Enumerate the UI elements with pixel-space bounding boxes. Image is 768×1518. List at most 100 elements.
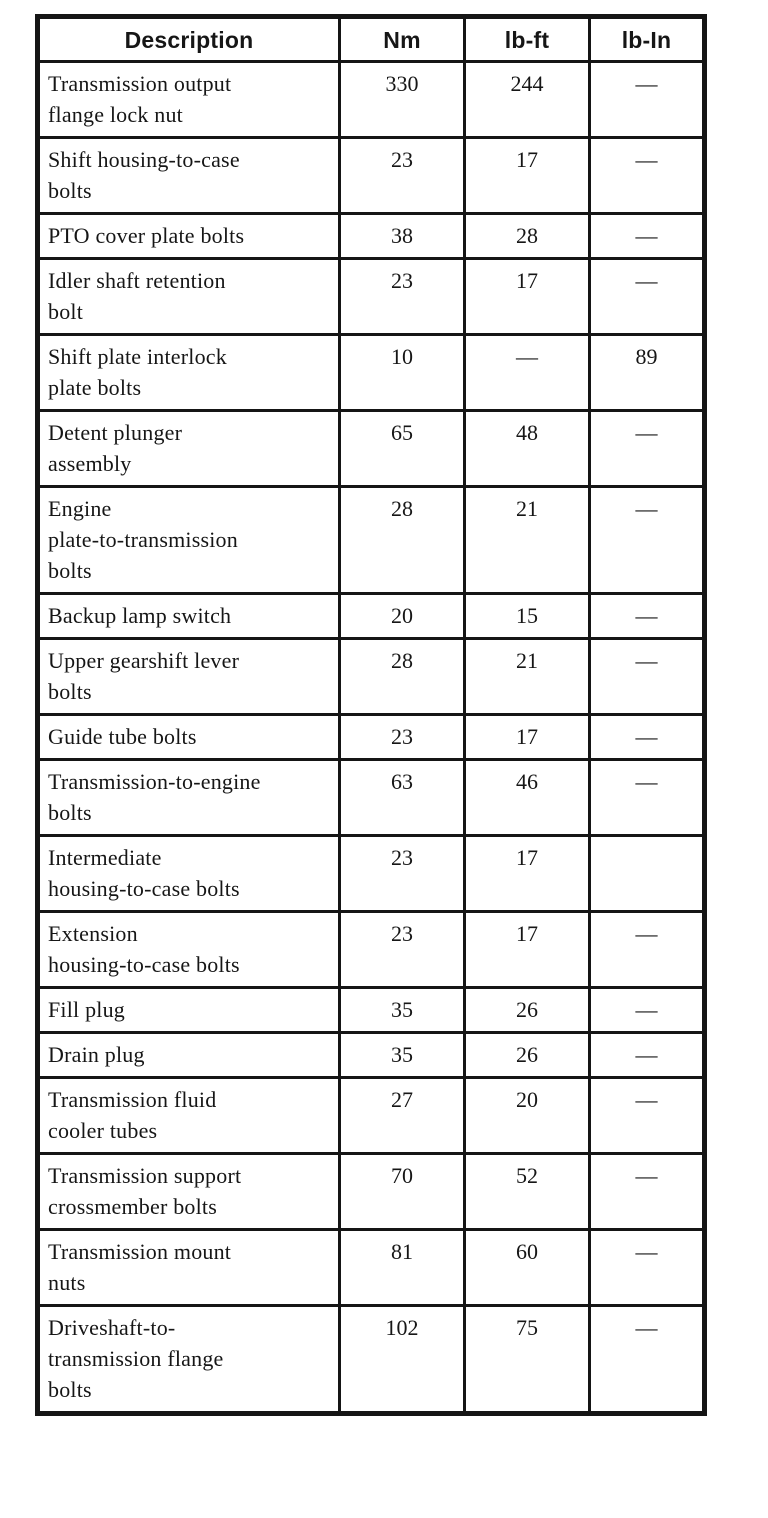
lb-in-value-cell: — [588, 485, 706, 595]
table-row: Transmission mount nuts 81 60— [36, 1228, 706, 1307]
description-cell: Transmission-to-engine bolts [36, 758, 341, 837]
table-row: Extension housing-to-case bolts 23 17— [36, 910, 706, 989]
lb-ft-value-cell: 75 [463, 1304, 591, 1415]
nm-value-cell: 35 [338, 986, 466, 1034]
nm-value-cell: 28 [338, 637, 466, 716]
description-cell: Transmission output flange lock nut [36, 60, 341, 139]
nm-value-cell: 10 [338, 333, 466, 412]
description-cell: Guide tube bolts [36, 713, 341, 761]
table-row: Shift plate interlock plate bolts 10—89 [36, 333, 706, 412]
nm-value-cell: 81 [338, 1228, 466, 1307]
lb-ft-value-cell: 17 [463, 834, 591, 913]
description-cell: Transmission support crossmember bolts [36, 1152, 341, 1231]
lb-in-value-cell: — [588, 1152, 706, 1231]
lb-in-value-cell: — [588, 758, 706, 837]
description-cell: Transmission fluid cooler tubes [36, 1076, 341, 1155]
lb-ft-value-cell: 21 [463, 485, 591, 595]
table-row: Drain plug 35 26— [36, 1031, 706, 1079]
description-cell: Shift housing-to-case bolts [36, 136, 341, 215]
table-body: Transmission output flange lock nut 330 24… [36, 60, 706, 1415]
description-cell: Fill plug [36, 986, 341, 1034]
nm-value-cell: 63 [338, 758, 466, 837]
torque-spec-table: Description Nm lb-ft lb-In Transmission … [35, 14, 707, 1416]
nm-value-cell: 23 [338, 910, 466, 989]
column-header-description: Description [36, 15, 341, 63]
lb-ft-value-cell: 21 [463, 637, 591, 716]
description-cell: Idler shaft retention bolt [36, 257, 341, 336]
lb-ft-value-cell: 244 [463, 60, 591, 139]
table-row: Intermediate housing-to-case bolts 23 17 [36, 834, 706, 913]
lb-in-value-cell: — [588, 136, 706, 215]
nm-value-cell: 23 [338, 713, 466, 761]
table-row: Fill plug 35 26— [36, 986, 706, 1034]
description-cell: Upper gearshift lever bolts [36, 637, 341, 716]
lb-in-value-cell: — [588, 637, 706, 716]
table-row: Backup lamp switch 20 15— [36, 592, 706, 640]
nm-value-cell: 330 [338, 60, 466, 139]
description-cell: PTO cover plate bolts [36, 212, 341, 260]
table-row: Idler shaft retention bolt 23 17— [36, 257, 706, 336]
lb-ft-value-cell: 17 [463, 713, 591, 761]
nm-value-cell: 70 [338, 1152, 466, 1231]
table-row: Driveshaft-to- transmission flange bolts… [36, 1304, 706, 1415]
table-row: Transmission support crossmember bolts 70… [36, 1152, 706, 1231]
lb-in-value-cell: — [588, 713, 706, 761]
column-header-lb-in: lb-In [588, 15, 706, 63]
lb-ft-value-cell: 20 [463, 1076, 591, 1155]
lb-in-value-cell: 89 [588, 333, 706, 412]
lb-ft-value-cell: 15 [463, 592, 591, 640]
lb-ft-value-cell: 17 [463, 257, 591, 336]
lb-in-value-cell: — [588, 592, 706, 640]
table-row: Transmission output flange lock nut 330 24… [36, 60, 706, 139]
lb-in-value-cell: — [588, 212, 706, 260]
lb-ft-value-cell: 60 [463, 1228, 591, 1307]
column-header-lb-ft: lb-ft [463, 15, 591, 63]
nm-value-cell: 28 [338, 485, 466, 595]
nm-value-cell: 65 [338, 409, 466, 488]
lb-in-value-cell: — [588, 986, 706, 1034]
lb-in-value-cell: — [588, 1228, 706, 1307]
table-row: Upper gearshift lever bolts 28 21— [36, 637, 706, 716]
nm-value-cell: 23 [338, 834, 466, 913]
description-cell: Detent plunger assembly [36, 409, 341, 488]
description-cell: Engine plate-to-transmission bolts [36, 485, 341, 595]
nm-value-cell: 23 [338, 136, 466, 215]
lb-ft-value-cell: 46 [463, 758, 591, 837]
table-row: Transmission fluid cooler tubes 27 20— [36, 1076, 706, 1155]
lb-ft-value-cell: 52 [463, 1152, 591, 1231]
nm-value-cell: 102 [338, 1304, 466, 1415]
description-cell: Extension housing-to-case bolts [36, 910, 341, 989]
header-row: Description Nm lb-ft lb-In [36, 15, 706, 63]
lb-ft-value-cell: 17 [463, 910, 591, 989]
description-cell: Transmission mount nuts [36, 1228, 341, 1307]
nm-value-cell: 27 [338, 1076, 466, 1155]
table-row: Guide tube bolts 23 17— [36, 713, 706, 761]
description-cell: Backup lamp switch [36, 592, 341, 640]
nm-value-cell: 20 [338, 592, 466, 640]
table-row: Detent plunger assembly 65 48— [36, 409, 706, 488]
table-row: Engine plate-to-transmission bolts 28 21— [36, 485, 706, 595]
nm-value-cell: 38 [338, 212, 466, 260]
lb-in-value-cell: — [588, 1076, 706, 1155]
description-cell: Intermediate housing-to-case bolts [36, 834, 341, 913]
nm-value-cell: 23 [338, 257, 466, 336]
table-row: PTO cover plate bolts 38 28— [36, 212, 706, 260]
table-row: Shift housing-to-case bolts 23 17— [36, 136, 706, 215]
lb-in-value-cell: — [588, 910, 706, 989]
description-cell: Shift plate interlock plate bolts [36, 333, 341, 412]
lb-in-value-cell: — [588, 1304, 706, 1415]
table-row: Transmission-to-engine bolts 63 46— [36, 758, 706, 837]
description-cell: Driveshaft-to- transmission flange bolts [36, 1304, 341, 1415]
lb-in-value-cell: — [588, 409, 706, 488]
column-header-nm: Nm [338, 15, 466, 63]
lb-ft-value-cell: — [463, 333, 591, 412]
lb-in-value-cell: — [588, 257, 706, 336]
lb-ft-value-cell: 26 [463, 1031, 591, 1079]
lb-ft-value-cell: 26 [463, 986, 591, 1034]
lb-ft-value-cell: 48 [463, 409, 591, 488]
lb-in-value-cell [588, 834, 706, 913]
lb-in-value-cell: — [588, 60, 706, 139]
nm-value-cell: 35 [338, 1031, 466, 1079]
lb-ft-value-cell: 17 [463, 136, 591, 215]
